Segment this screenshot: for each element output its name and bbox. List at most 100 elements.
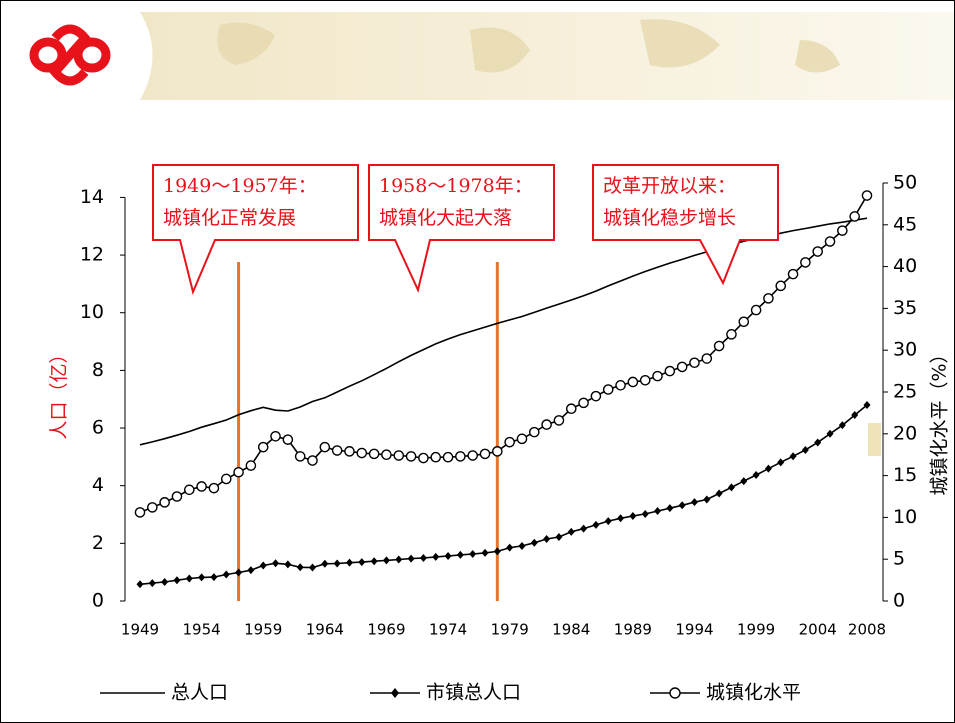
point — [393, 450, 405, 461]
legend-label: 总人口 — [171, 682, 228, 704]
callout — [368, 164, 555, 294]
legend-marker — [391, 688, 399, 698]
point — [296, 563, 304, 572]
point — [740, 477, 748, 486]
callout — [152, 164, 359, 296]
point — [565, 403, 577, 415]
point — [294, 451, 306, 462]
y2-tick-label: 20 — [893, 422, 917, 444]
legend-marker — [669, 687, 681, 699]
point — [430, 451, 442, 463]
point — [824, 236, 836, 247]
point — [405, 451, 417, 462]
point — [701, 353, 713, 364]
point — [800, 257, 811, 268]
y2-tick-label: 5 — [893, 548, 905, 570]
point — [726, 329, 737, 340]
point — [863, 400, 871, 409]
point — [270, 431, 281, 442]
point — [764, 464, 772, 473]
point — [344, 446, 355, 457]
point — [837, 225, 848, 236]
point — [763, 293, 774, 304]
point — [247, 566, 255, 575]
point — [812, 246, 824, 257]
x-tick-label: 1959 — [244, 621, 282, 639]
point — [259, 561, 267, 570]
y-tick-label: 4 — [92, 474, 104, 496]
point — [368, 448, 380, 460]
point — [530, 538, 538, 547]
x-tick-label: 1969 — [367, 621, 405, 639]
point — [419, 554, 427, 563]
annotation: 1958～1978年： — [379, 175, 533, 197]
point — [590, 390, 602, 402]
x-tick-label: 1999 — [737, 621, 775, 639]
x-tick-label: 1979 — [491, 621, 529, 639]
y2-tick-label: 35 — [893, 297, 917, 319]
point — [814, 438, 822, 447]
point — [789, 452, 797, 461]
legend-label: 市镇总人口 — [426, 682, 521, 704]
point — [580, 524, 588, 533]
point — [506, 543, 514, 552]
point — [220, 473, 232, 485]
x-tick-label: 1984 — [552, 621, 590, 639]
point — [171, 491, 183, 502]
point — [161, 577, 169, 586]
y2-tick-label: 15 — [893, 464, 917, 486]
point — [198, 573, 206, 582]
point — [689, 357, 700, 369]
y-tick-label: 2 — [92, 532, 104, 554]
point — [307, 455, 318, 466]
point — [442, 451, 454, 463]
y-tick-label: 12 — [80, 244, 104, 266]
point — [604, 517, 612, 526]
point — [309, 563, 317, 572]
point — [245, 460, 257, 471]
point — [592, 520, 600, 529]
point — [185, 574, 193, 583]
point — [567, 527, 575, 536]
y2-tick-label: 10 — [893, 506, 917, 528]
y2-tick-label: 30 — [893, 339, 917, 361]
point — [159, 497, 170, 508]
point — [345, 558, 353, 567]
point — [173, 576, 181, 585]
point — [370, 557, 378, 566]
point — [615, 380, 626, 391]
point — [455, 451, 466, 462]
y-tick-label: 0 — [92, 590, 104, 612]
callout — [592, 164, 779, 286]
point — [678, 501, 686, 510]
point — [861, 190, 873, 201]
point — [529, 426, 540, 438]
x-tick-label: 1949 — [121, 621, 159, 639]
point — [690, 498, 698, 507]
x-tick-label: 1994 — [675, 621, 713, 639]
point — [493, 547, 501, 556]
point — [469, 550, 477, 559]
point — [553, 415, 565, 426]
point — [134, 507, 146, 518]
point — [801, 445, 809, 454]
y2-tick-label: 0 — [893, 590, 905, 612]
point — [516, 433, 528, 445]
point — [257, 441, 269, 453]
point — [578, 397, 589, 409]
point — [481, 548, 489, 557]
y2-tick-label: 40 — [893, 255, 917, 277]
point — [727, 483, 735, 492]
point — [321, 559, 329, 568]
y-tick-label: 14 — [80, 186, 104, 208]
point — [147, 502, 158, 513]
point — [676, 361, 688, 373]
y-axis-title: 人口（亿） — [48, 344, 70, 439]
x-tick-label: 2004 — [799, 621, 837, 639]
point — [319, 441, 331, 453]
y2-tick-label: 45 — [893, 213, 917, 235]
point — [518, 541, 526, 550]
y-tick-label: 6 — [92, 417, 104, 439]
y2-tick-label: 25 — [893, 381, 917, 403]
